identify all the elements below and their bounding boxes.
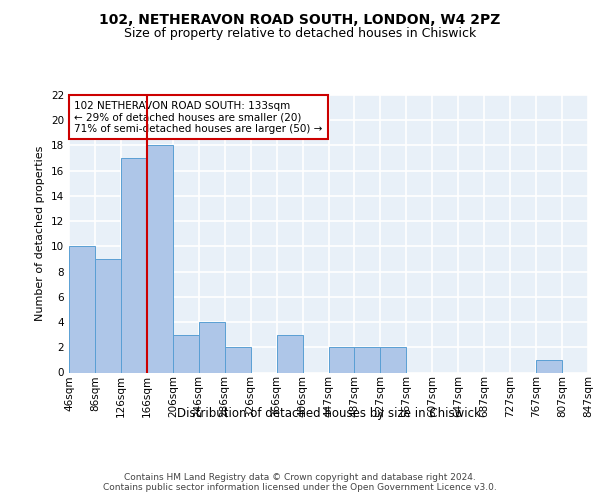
Bar bbox=[95, 259, 121, 372]
Text: 102, NETHERAVON ROAD SOUTH, LONDON, W4 2PZ: 102, NETHERAVON ROAD SOUTH, LONDON, W4 2… bbox=[100, 12, 500, 26]
Bar bbox=[147, 146, 173, 372]
Bar bbox=[199, 322, 224, 372]
Bar bbox=[225, 348, 251, 372]
Y-axis label: Number of detached properties: Number of detached properties bbox=[35, 146, 46, 322]
Bar bbox=[355, 348, 380, 372]
Text: Size of property relative to detached houses in Chiswick: Size of property relative to detached ho… bbox=[124, 28, 476, 40]
Bar bbox=[277, 334, 302, 372]
Bar bbox=[536, 360, 562, 372]
Text: Contains HM Land Registry data © Crown copyright and database right 2024.
Contai: Contains HM Land Registry data © Crown c… bbox=[103, 472, 497, 492]
Bar bbox=[380, 348, 406, 372]
Bar bbox=[121, 158, 147, 372]
Bar bbox=[69, 246, 95, 372]
Bar bbox=[173, 334, 199, 372]
Text: 102 NETHERAVON ROAD SOUTH: 133sqm
← 29% of detached houses are smaller (20)
71% : 102 NETHERAVON ROAD SOUTH: 133sqm ← 29% … bbox=[74, 100, 323, 134]
Bar bbox=[329, 348, 355, 372]
Text: Distribution of detached houses by size in Chiswick: Distribution of detached houses by size … bbox=[177, 408, 481, 420]
